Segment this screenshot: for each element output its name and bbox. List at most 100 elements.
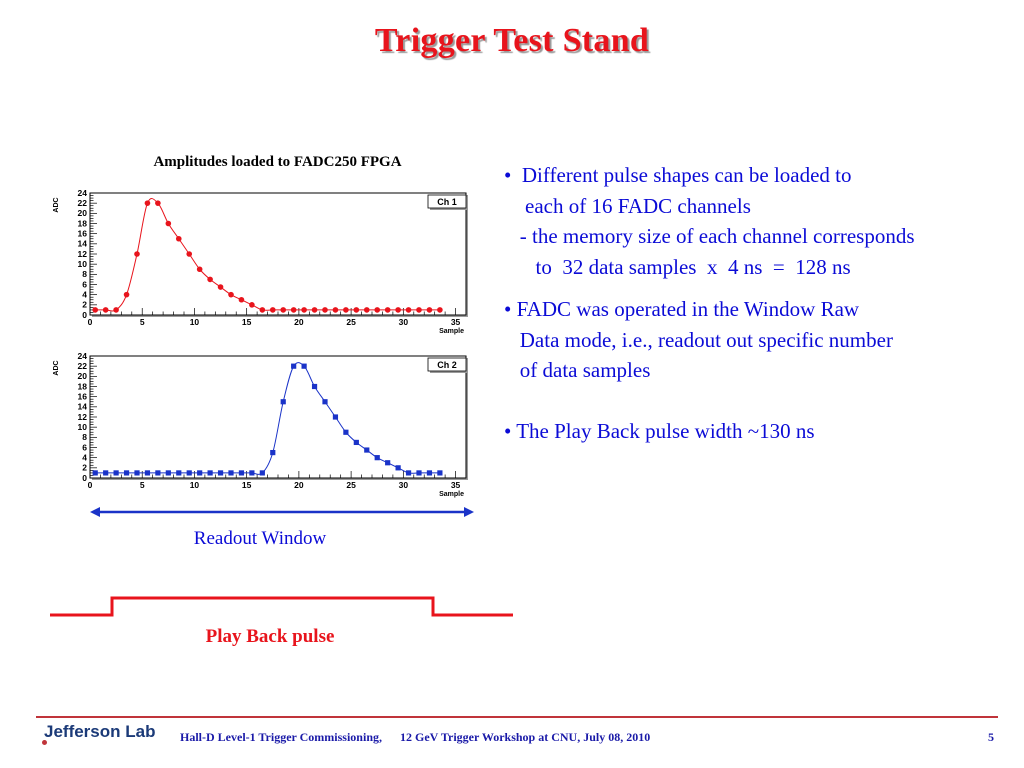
y-tick-label: 16: [78, 228, 88, 238]
data-point: [437, 470, 443, 476]
playback-pulse-label: Play Back pulse: [205, 626, 335, 647]
data-point: [311, 307, 318, 313]
x-tick-label: 30: [399, 317, 409, 327]
data-point: [322, 307, 328, 313]
x-tick-label: 25: [346, 317, 356, 327]
jefferson-lab-logo: Jefferson Lab: [42, 722, 156, 745]
data-point: [416, 470, 422, 476]
series-line: [95, 362, 440, 475]
bullet-line: Data mode, i.e., readout out specific nu…: [504, 327, 893, 352]
y-tick-label: 18: [78, 381, 88, 391]
y-tick-label: 24: [78, 351, 88, 361]
data-point: [113, 470, 119, 476]
data-point: [301, 363, 307, 369]
data-point: [259, 470, 265, 476]
data-point: [217, 470, 224, 476]
data-point: [186, 470, 192, 476]
data-point: [196, 266, 203, 273]
data-point: [332, 307, 339, 313]
x-tick-label: 10: [190, 317, 200, 327]
readout-window-arrow: [90, 507, 474, 517]
data-point: [186, 251, 193, 257]
legend-title: Ch 2: [437, 360, 457, 370]
y-tick-label: 4: [82, 452, 87, 462]
footer-text: Hall-D Level-1 Trigger Commissioning, 12…: [180, 730, 651, 744]
data-point: [437, 307, 443, 313]
data-point: [291, 363, 297, 369]
data-point: [384, 307, 391, 313]
bullet-line: - the memory size of each channel corres…: [504, 224, 915, 248]
legend-box: [427, 194, 467, 209]
y-tick-label: 14: [78, 402, 88, 412]
y-tick-label: 2: [82, 300, 87, 310]
data-point: [92, 470, 98, 476]
data-point: [176, 470, 182, 476]
y-tick-label: 12: [78, 249, 88, 259]
data-point: [144, 470, 151, 476]
logo-dot-icon: [42, 740, 47, 745]
y-tick-label: 10: [78, 259, 88, 269]
data-point: [290, 307, 297, 313]
data-point: [343, 307, 349, 313]
x-tick-label: 0: [88, 317, 93, 327]
bullet-item: • The Play Back pulse width ~130 ns: [504, 416, 1019, 447]
data-point: [228, 470, 234, 476]
logo-text: Jefferson Lab: [44, 722, 156, 741]
x-tick-label: 20: [294, 317, 304, 327]
y-tick-label: 2: [82, 463, 87, 473]
bullet-item: • Different pulse shapes can be loaded t…: [504, 160, 1019, 282]
data-point: [207, 470, 213, 476]
x-tick-label: 15: [242, 317, 252, 327]
y-tick-label: 0: [82, 473, 87, 483]
y-tick-label: 8: [82, 432, 87, 442]
y-tick-label: 20: [78, 208, 88, 218]
data-point: [155, 200, 161, 206]
data-point: [259, 307, 266, 313]
data-point: [102, 307, 109, 313]
data-point: [301, 307, 307, 313]
chart-caption: Amplitudes loaded to FADC250 FPGA: [153, 154, 402, 170]
x-axis-label: Sample: [439, 491, 464, 498]
data-point: [385, 460, 391, 466]
data-point: [269, 307, 276, 313]
data-point: [364, 447, 370, 453]
data-point: [395, 307, 401, 313]
y-tick-label: 18: [78, 218, 88, 228]
x-tick-label: 5: [140, 480, 145, 490]
readout-window-label: Readout Window: [193, 528, 327, 549]
slide-title: Trigger Test Stand: [374, 22, 650, 59]
x-tick-label: 5: [140, 317, 145, 327]
data-point: [405, 470, 412, 476]
x-tick-label: 35: [451, 480, 461, 490]
x-tick-label: 35: [451, 317, 461, 327]
data-point: [103, 470, 109, 476]
data-point: [374, 307, 381, 313]
data-point: [238, 470, 245, 476]
bullet-line: each of 16 FADC channels: [504, 193, 751, 218]
bullet-list: • Different pulse shapes can be loaded t…: [504, 160, 1019, 446]
data-point: [322, 399, 328, 405]
data-point: [165, 470, 171, 476]
playback-pulse-waveform: [50, 596, 513, 617]
bullet-line: of data samples: [504, 358, 651, 382]
y-axis-label: ADC: [53, 197, 60, 212]
data-point: [144, 200, 151, 206]
page-number: 5: [988, 730, 994, 744]
data-point: [217, 284, 224, 290]
y-tick-label: 14: [78, 239, 88, 249]
data-point: [123, 291, 130, 298]
x-tick-label: 30: [399, 480, 409, 490]
data-point: [197, 470, 203, 476]
data-point: [353, 439, 359, 446]
data-point: [416, 307, 422, 313]
x-tick-label: 25: [346, 480, 356, 490]
data-point: [123, 470, 130, 476]
data-point: [175, 235, 182, 242]
y-tick-label: 22: [78, 198, 88, 208]
data-point: [270, 449, 276, 456]
data-point: [353, 307, 360, 313]
data-point: [280, 307, 287, 313]
y-tick-label: 4: [82, 289, 87, 299]
